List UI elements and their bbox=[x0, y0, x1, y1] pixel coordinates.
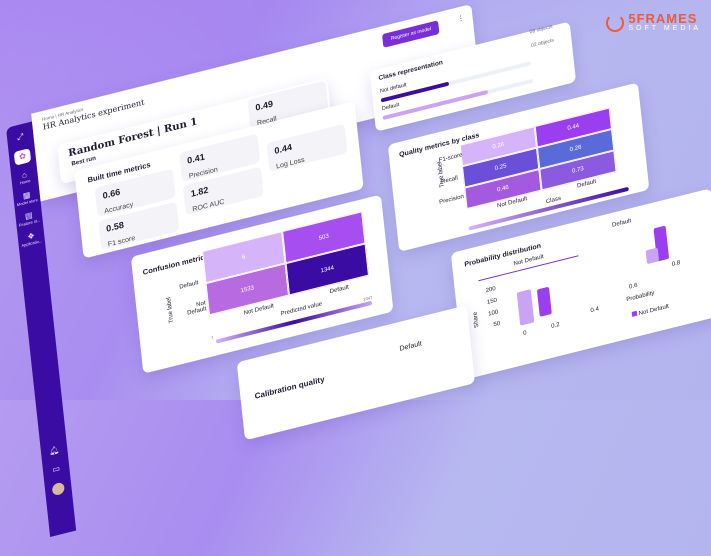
sidebar-item-feature-store[interactable]: ▤ Feature st... bbox=[18, 209, 41, 227]
histogram-bar bbox=[645, 247, 660, 265]
app-logo-button[interactable]: ✿ bbox=[13, 148, 32, 166]
histogram-bar bbox=[536, 286, 552, 317]
logo-subtext: SOFT MEDIA bbox=[628, 25, 701, 32]
section-title: Probability distribution bbox=[464, 242, 542, 269]
y-axis-label: Share bbox=[472, 311, 481, 329]
x-tick: 0 bbox=[522, 330, 527, 337]
col-label: Default bbox=[329, 284, 350, 296]
legend-label: Not Default bbox=[638, 303, 670, 318]
class-label: Default bbox=[381, 102, 400, 113]
book-icon[interactable]: ▭ bbox=[51, 463, 61, 475]
sidebar-item-home[interactable]: ⌂ Home bbox=[19, 169, 31, 186]
metric-value: 0.44 bbox=[273, 141, 293, 156]
section-title: Calibration quality bbox=[254, 374, 326, 401]
x-axis-label: Probability bbox=[626, 290, 655, 304]
legend-item: Not Default bbox=[631, 303, 670, 319]
class-count: 08 objects bbox=[529, 23, 553, 36]
sidebar-item-label: Home bbox=[19, 177, 31, 186]
more-options-icon[interactable]: ⋮ bbox=[457, 14, 465, 24]
tab-default[interactable]: Default bbox=[611, 218, 632, 229]
y-tick: 50 bbox=[493, 320, 501, 329]
section-title: Confusion metrics bbox=[142, 251, 210, 277]
row-label: Precision bbox=[438, 193, 465, 206]
metric-label: ROC AUC bbox=[192, 198, 225, 214]
x-tick: 0.8 bbox=[671, 259, 681, 268]
collapse-icon[interactable]: ⤢ bbox=[16, 131, 24, 143]
bell-icon[interactable]: 🔔︎ bbox=[48, 444, 60, 457]
avatar[interactable] bbox=[51, 481, 65, 497]
sidebar-item-applications[interactable]: ❖ Applicatio... bbox=[20, 229, 42, 248]
x-tick: 0.4 bbox=[590, 306, 600, 315]
y-tick: 100 bbox=[487, 309, 499, 318]
metric-value: 0.66 bbox=[102, 186, 121, 201]
y-tick: 200 bbox=[485, 285, 497, 295]
y-tick: 150 bbox=[486, 297, 498, 306]
y-axis-label: True label bbox=[166, 296, 176, 324]
metric-label: Log Loss bbox=[275, 156, 305, 171]
metric-log-loss: 0.44 Log Loss bbox=[266, 123, 348, 173]
tab-default[interactable]: Default bbox=[399, 340, 423, 353]
register-model-button[interactable]: Register as model bbox=[382, 20, 440, 48]
histogram-bar bbox=[516, 289, 535, 326]
logo-icon bbox=[606, 13, 625, 32]
metric-label: F1 score bbox=[107, 234, 136, 249]
logo-text: 5FRAMES bbox=[628, 11, 698, 26]
row-label: Not Default bbox=[186, 300, 207, 317]
confusion-heatmap: 6 503 1533 1344 bbox=[202, 211, 370, 316]
class-count: 02 objects bbox=[530, 37, 555, 49]
watermark-logo: 5FRAMES SOFT MEDIA bbox=[606, 12, 701, 33]
row-label: Default bbox=[179, 280, 199, 291]
x-tick: 0.6 bbox=[628, 282, 638, 291]
y-axis-label: True label bbox=[437, 160, 446, 189]
sidebar-item-model-store[interactable]: ▦ Model store bbox=[16, 188, 38, 207]
x-tick: 0.2 bbox=[550, 322, 560, 330]
scale-min: 1 bbox=[211, 334, 214, 340]
quality-heatmap: 0.26 0.44 0.25 0.26 0.46 0.73 bbox=[459, 107, 617, 210]
legend-swatch bbox=[631, 310, 638, 317]
metric-value: 0.41 bbox=[186, 151, 206, 166]
